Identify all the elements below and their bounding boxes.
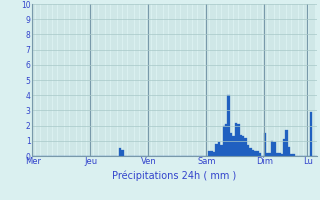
Bar — [283, 139, 285, 156]
Bar — [290, 154, 293, 156]
X-axis label: Précipitations 24h ( mm ): Précipitations 24h ( mm ) — [112, 171, 236, 181]
Bar — [228, 95, 230, 156]
Bar — [266, 153, 268, 156]
Bar — [244, 138, 247, 156]
Bar — [121, 150, 124, 156]
Bar — [213, 152, 215, 156]
Bar — [223, 126, 225, 156]
Bar — [232, 136, 235, 156]
Bar — [230, 133, 232, 156]
Bar — [242, 136, 244, 156]
Bar — [254, 151, 256, 156]
Bar — [278, 153, 281, 156]
Bar — [211, 151, 213, 156]
Bar — [237, 124, 240, 156]
Bar — [119, 148, 121, 156]
Bar — [259, 153, 261, 156]
Bar — [264, 133, 266, 156]
Bar — [276, 153, 278, 156]
Bar — [218, 142, 220, 156]
Bar — [285, 130, 288, 156]
Bar — [281, 154, 283, 156]
Bar — [249, 148, 252, 156]
Bar — [293, 154, 295, 156]
Bar — [208, 151, 211, 156]
Bar — [256, 151, 259, 156]
Bar — [271, 141, 273, 156]
Bar — [252, 150, 254, 156]
Bar — [240, 135, 242, 156]
Bar — [215, 144, 218, 156]
Bar — [309, 112, 312, 156]
Bar — [247, 145, 249, 156]
Bar — [273, 142, 276, 156]
Bar — [225, 124, 228, 156]
Bar — [235, 123, 237, 156]
Bar — [220, 145, 223, 156]
Bar — [268, 153, 271, 156]
Bar — [288, 147, 290, 156]
